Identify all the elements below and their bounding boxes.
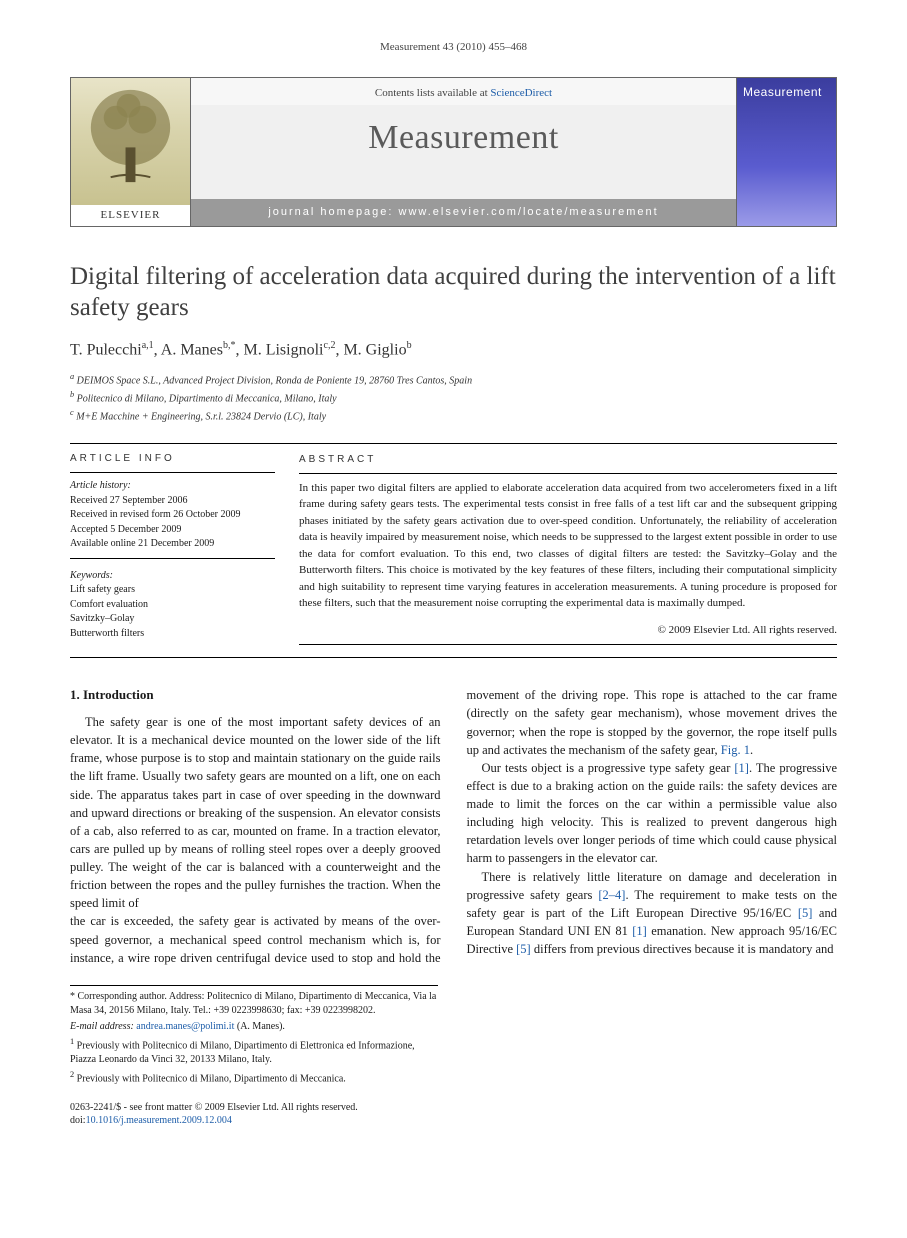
author-4: M. Giglio — [343, 342, 406, 359]
abstract-column: ABSTRACT In this paper two digital filte… — [299, 452, 837, 652]
author-2: A. Manes — [161, 342, 223, 359]
history-accepted: Accepted 5 December 2009 — [70, 523, 275, 538]
author-3-affil: c,2 — [324, 340, 336, 351]
citation-link[interactable]: [5] — [798, 906, 813, 920]
corresponding-author-note: * Corresponding author. Address: Politec… — [70, 990, 438, 1018]
affiliations: a DEIMOS Space S.L., Advanced Project Di… — [70, 371, 837, 424]
para-text: . — [750, 743, 753, 757]
sciencedirect-link[interactable]: ScienceDirect — [490, 87, 552, 99]
affil-b: b Politecnico di Milano, Dipartimento di… — [70, 389, 837, 407]
divider — [70, 558, 275, 559]
doi-line: doi:10.1016/j.measurement.2009.12.004 — [70, 1114, 837, 1128]
history-received: Received 27 September 2006 — [70, 494, 275, 509]
article-title: Digital filtering of acceleration data a… — [70, 261, 837, 324]
author-1: T. Pulecchi — [70, 342, 142, 359]
divider — [299, 473, 837, 474]
divider — [299, 644, 837, 645]
email-label: E-mail address: — [70, 1021, 134, 1032]
abstract-copyright: © 2009 Elsevier Ltd. All rights reserved… — [299, 622, 837, 639]
para-text: . The progressive effect is due to a bra… — [467, 761, 838, 866]
contents-pre: Contents lists available at — [375, 87, 490, 99]
email-line: E-mail address: andrea.manes@polimi.it (… — [70, 1020, 438, 1034]
author-4-affil: b — [407, 340, 412, 351]
article-info-column: ARTICLE INFO Article history: Received 2… — [70, 452, 275, 652]
divider — [70, 472, 275, 473]
journal-homepage-bar: journal homepage: www.elsevier.com/locat… — [191, 199, 736, 226]
body-para: The safety gear is one of the most impor… — [70, 713, 441, 912]
page-footer: 0263-2241/$ - see front matter © 2009 El… — [70, 1101, 837, 1128]
citation-link[interactable]: [1] — [632, 924, 647, 938]
affil-b-text: Politecnico di Milano, Dipartimento di M… — [77, 393, 337, 404]
figure-ref-link[interactable]: Fig. 1 — [721, 743, 750, 757]
body-para: Our tests object is a progressive type s… — [467, 759, 838, 868]
body-para: There is relatively little literature on… — [467, 868, 838, 959]
section-1-heading: 1. Introduction — [70, 686, 441, 705]
affil-c: c M+E Macchine + Engineering, S.r.l. 238… — [70, 407, 837, 425]
publisher-name: ELSEVIER — [71, 205, 190, 226]
affil-a-text: DEIMOS Space S.L., Advanced Project Divi… — [77, 376, 472, 387]
banner-center: Contents lists available at ScienceDirec… — [191, 78, 736, 226]
footnote-2: 2 Previously with Politecnico di Milano,… — [70, 1069, 438, 1086]
keywords-label: Keywords: — [70, 569, 275, 584]
footnotes: * Corresponding author. Address: Politec… — [70, 985, 438, 1087]
footnote-text: Previously with Politecnico di Milano, D… — [77, 1074, 346, 1085]
author-list: T. Pulecchia,1, A. Manesb,*, M. Lisignol… — [70, 339, 837, 361]
journal-name: Measurement — [191, 105, 736, 175]
journal-cover-thumb: Measurement — [736, 78, 836, 226]
abstract-text: In this paper two digital filters are ap… — [299, 480, 837, 612]
email-link[interactable]: andrea.manes@polimi.it — [136, 1021, 234, 1032]
affil-c-text: M+E Macchine + Engineering, S.r.l. 23824… — [76, 411, 326, 422]
citation-link[interactable]: [2–4] — [598, 888, 625, 902]
para-text: Our tests object is a progressive type s… — [482, 761, 735, 775]
elsevier-tree-art — [71, 78, 190, 205]
citation-link[interactable]: [1] — [734, 761, 749, 775]
journal-banner: ELSEVIER Contents lists available at Sci… — [70, 77, 837, 227]
cover-title: Measurement — [743, 84, 830, 100]
author-2-affil: b,* — [223, 340, 236, 351]
keyword: Comfort evaluation — [70, 598, 275, 613]
abstract-heading: ABSTRACT — [299, 452, 837, 467]
keywords-block: Keywords: Lift safety gears Comfort eval… — [70, 569, 275, 642]
footnote-1: 1 Previously with Politecnico di Milano,… — [70, 1036, 438, 1067]
article-info-heading: ARTICLE INFO — [70, 452, 275, 467]
front-matter-line: 0263-2241/$ - see front matter © 2009 El… — [70, 1101, 837, 1115]
affil-a: a DEIMOS Space S.L., Advanced Project Di… — [70, 371, 837, 389]
running-head: Measurement 43 (2010) 455–468 — [70, 40, 837, 55]
contents-available-line: Contents lists available at ScienceDirec… — [191, 78, 736, 105]
doi-label: doi: — [70, 1115, 86, 1126]
footnote-text: Previously with Politecnico di Milano, D… — [70, 1040, 415, 1065]
doi-link[interactable]: 10.1016/j.measurement.2009.12.004 — [86, 1115, 232, 1126]
keyword: Savitzky–Golay — [70, 612, 275, 627]
article-info-block: ARTICLE INFO Article history: Received 2… — [70, 444, 837, 658]
divider — [70, 657, 837, 658]
history-revised: Received in revised form 26 October 2009 — [70, 508, 275, 523]
history-label: Article history: — [70, 479, 275, 494]
email-attribution: (A. Manes). — [234, 1021, 285, 1032]
author-1-affil: a,1 — [142, 340, 154, 351]
keyword: Lift safety gears — [70, 583, 275, 598]
tree-icon — [71, 78, 190, 197]
publisher-logo-cell: ELSEVIER — [71, 78, 191, 226]
citation-link[interactable]: [5] — [516, 942, 531, 956]
history-online: Available online 21 December 2009 — [70, 537, 275, 552]
para-text: differs from previous directives because… — [531, 942, 834, 956]
body-two-column: 1. Introduction The safety gear is one o… — [70, 686, 837, 967]
keyword: Butterworth filters — [70, 627, 275, 642]
author-3: M. Lisignoli — [243, 342, 323, 359]
